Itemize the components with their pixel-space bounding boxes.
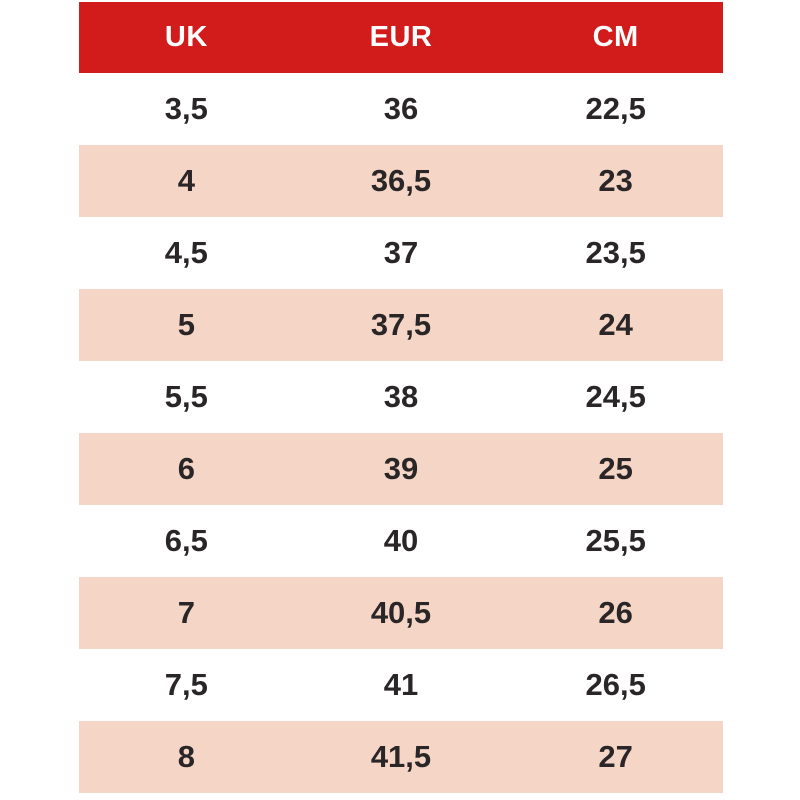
size-cell: 37 (383, 235, 419, 270)
column-header-uk: UK (79, 2, 294, 73)
size-cell: 39 (383, 451, 419, 486)
table-row: 7,5 41 26,5 (79, 649, 723, 721)
size-cell: 7,5 (164, 667, 208, 702)
size-cell: 26,5 (585, 667, 646, 702)
size-cell: 36,5 (370, 163, 432, 198)
table-row: 4,5 37 23,5 (79, 217, 723, 289)
size-cell: 26 (598, 595, 633, 630)
size-cell: 5,5 (164, 379, 208, 414)
size-cell: 41 (383, 667, 419, 702)
size-cell: 40,5 (370, 595, 432, 630)
size-cell: 27 (598, 739, 633, 774)
size-cell: 25,5 (585, 523, 646, 558)
column-header-eur: EUR (293, 2, 509, 73)
size-cell: 24 (598, 307, 633, 342)
size-cell: 23 (598, 163, 633, 198)
size-cell: 40 (383, 523, 419, 558)
table-row: 5,5 38 24,5 (79, 361, 723, 433)
size-cell: 38 (383, 379, 419, 414)
table-row: 8 41,5 27 (79, 721, 723, 793)
size-cell: 23,5 (585, 235, 646, 270)
size-cell: 4,5 (164, 235, 208, 270)
size-cell: 41,5 (370, 739, 432, 774)
table-row: 7 40,5 26 (79, 577, 723, 649)
table-row: 4 36,5 23 (79, 145, 723, 217)
size-cell: 6 (177, 451, 195, 486)
size-cell: 22,5 (585, 91, 646, 126)
table-header: UK EUR CM (79, 2, 723, 73)
size-cell: 24,5 (585, 379, 646, 414)
column-header-cm: CM (508, 2, 723, 73)
table-body: 3,5 36 22,5 4 36,5 23 4,5 37 23,5 5 37,5 24 5,5 38 24,… (79, 73, 723, 793)
table-row: 5 37,5 24 (79, 289, 723, 361)
size-cell: 37,5 (370, 307, 432, 342)
header-row: UK EUR CM (79, 2, 723, 73)
size-cell: 4 (177, 163, 195, 198)
size-cell: 5 (177, 307, 195, 342)
size-cell: 7 (177, 595, 195, 630)
size-cell: 3,5 (164, 91, 208, 126)
size-cell: 8 (177, 739, 195, 774)
table-row: 3,5 36 22,5 (79, 73, 723, 145)
size-cell: 36 (383, 91, 419, 126)
table-row: 6 39 25 (79, 433, 723, 505)
size-conversion-table: UK EUR CM 3,5 36 22,5 4 36,5 23 4,5 37 23,5 5 37,5… (79, 2, 723, 793)
size-cell: 6,5 (164, 523, 208, 558)
size-cell: 25 (598, 451, 633, 486)
table-row: 6,5 40 25,5 (79, 505, 723, 577)
